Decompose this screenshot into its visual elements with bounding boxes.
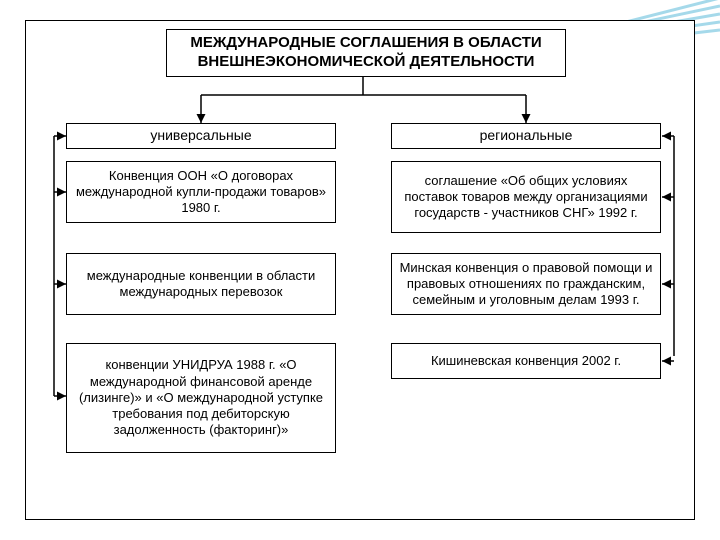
right-item-1: Минская конвенция о правовой помощи и пр…: [391, 253, 661, 315]
right-header: региональные: [391, 123, 661, 149]
left-item-1: международные конвенции в области междун…: [66, 253, 336, 315]
right-item-2: Кишиневская конвенция 2002 г.: [391, 343, 661, 379]
right-item-0: соглашение «Об общих условиях поставок т…: [391, 161, 661, 233]
slide-frame: МЕЖДУНАРОДНЫЕ СОГЛАШЕНИЯ В ОБЛАСТИ ВНЕШН…: [25, 20, 695, 520]
left-item-0: Конвенция ООН «О договорах международной…: [66, 161, 336, 223]
left-header: универсальные: [66, 123, 336, 149]
left-item-2: конвенции УНИДРУА 1988 г. «О международн…: [66, 343, 336, 453]
title-box: МЕЖДУНАРОДНЫЕ СОГЛАШЕНИЯ В ОБЛАСТИ ВНЕШН…: [166, 29, 566, 77]
